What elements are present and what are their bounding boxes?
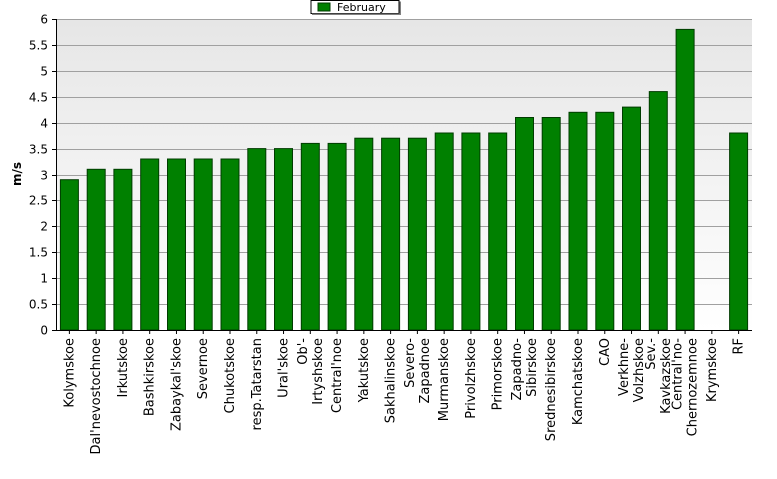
x-category-label: Verkhne-Volzhskoe [617, 338, 647, 403]
x-category-label: Bashkirskoe [143, 338, 158, 416]
y-tick-label: 4 [40, 117, 48, 131]
y-tick-label: 4.5 [29, 91, 48, 105]
x-category-label: Primorskoe [491, 338, 506, 410]
x-category-label: Zabaykal'skoe [170, 338, 185, 431]
bar [461, 132, 481, 331]
bar [515, 117, 534, 331]
y-tick-label: 6 [40, 13, 48, 27]
bar [595, 111, 615, 331]
bar [327, 142, 347, 331]
bar [274, 148, 293, 331]
bar [59, 179, 79, 331]
x-category-label: Irkutskoe [116, 338, 131, 397]
x-category-label: resp.Tatarstan [250, 338, 265, 430]
bar [140, 158, 160, 331]
x-category-label: Murmanskoe [437, 338, 452, 421]
x-category-label: Chukotskoe [223, 338, 238, 413]
x-category-label: Krymskoe [705, 338, 720, 402]
x-category-label: Ob'-Irtyshskoe [296, 338, 326, 405]
x-category-label: RF [732, 338, 747, 355]
bar [407, 137, 427, 331]
y-tick-label: 5.5 [29, 39, 48, 53]
bar [300, 142, 320, 331]
plot-area [56, 19, 752, 330]
x-category-label: Srednesibirskoe [544, 338, 559, 441]
x-category-labels: Kolymskoe Dal'nevostochnoe Irkutskoe Bashki… [62, 330, 747, 454]
bar [541, 117, 561, 331]
y-tick-label: 2 [40, 220, 48, 234]
y-tick-label: 0.5 [29, 298, 48, 312]
x-category-label: Central'noe [330, 338, 345, 413]
x-category-label: Yakutskoe [357, 338, 372, 403]
bar [86, 168, 106, 331]
bar [220, 158, 240, 331]
axes [56, 19, 752, 331]
y-tick-label: 0 [40, 324, 48, 338]
x-category-label: Kamchatskoe [571, 338, 586, 425]
x-category-label: Severnoe [196, 338, 211, 399]
x-category-label: Kolymskoe [62, 338, 77, 408]
y-tick-label: 1.5 [29, 246, 48, 260]
legend-label: February [337, 1, 386, 14]
y-axis-title: m/s [10, 162, 24, 186]
y-tick-labels: 0 0.5 1 1.5 2 2.5 3 3.5 4 4.5 5 5.5 6 [29, 13, 48, 338]
bar [622, 106, 641, 331]
x-category-label: Ural'skoe [277, 338, 292, 398]
y-tick-label: 5 [40, 65, 48, 79]
y-tick-label: 3.5 [29, 143, 48, 157]
bar [675, 28, 695, 331]
bar [488, 132, 508, 331]
bar [729, 132, 749, 331]
x-category-label: Severo-Zapadnoe [403, 338, 433, 404]
bar [113, 168, 133, 331]
bar [167, 158, 186, 331]
x-category-label: Dal'nevostochnoe [89, 338, 104, 454]
x-category-label: Sev.-Kavkazskoe [644, 338, 674, 414]
legend-swatch [317, 2, 331, 12]
bar [568, 111, 588, 331]
bar [648, 91, 668, 331]
bars [59, 28, 749, 331]
x-category-label: Sakhalinskoe [384, 338, 399, 423]
bar [434, 132, 454, 331]
bar [354, 137, 374, 331]
bar [247, 148, 267, 331]
x-category-label: Zapadno-Sibirskoe [510, 338, 540, 401]
x-category-label: CAO [598, 338, 613, 366]
x-category-label: Central'no-Chernozemnoe [671, 338, 701, 437]
bar [193, 158, 213, 331]
x-category-label: Privolzhskoe [464, 338, 479, 419]
y-tick-label: 3 [40, 169, 48, 183]
y-tick-label: 2.5 [29, 194, 48, 208]
bar [381, 137, 401, 331]
legend: February [310, 0, 401, 15]
y-tick-label: 1 [40, 272, 48, 286]
